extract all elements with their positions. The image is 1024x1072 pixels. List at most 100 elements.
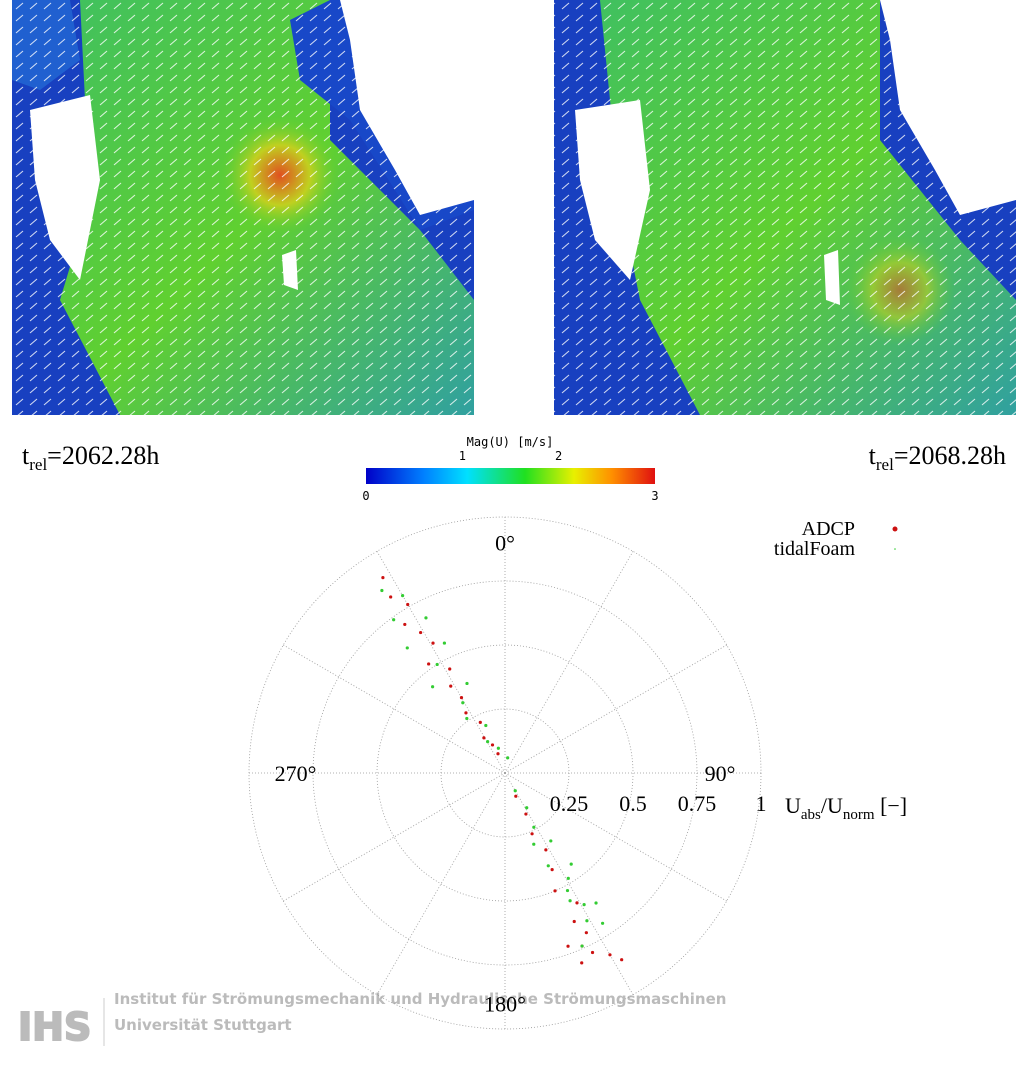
data-point bbox=[448, 667, 452, 671]
data-point bbox=[459, 696, 464, 700]
data-point bbox=[401, 594, 405, 598]
data-point bbox=[406, 602, 410, 607]
data-point bbox=[569, 862, 573, 866]
data-point bbox=[565, 888, 570, 893]
logo-line: Institut für Strömungsmechanik und Hydra… bbox=[114, 990, 726, 1008]
data-point bbox=[524, 812, 528, 816]
grid-spoke bbox=[283, 772, 506, 902]
time-label: trel=2068.28h bbox=[869, 441, 1006, 474]
data-point bbox=[580, 944, 584, 948]
data-point bbox=[405, 646, 409, 650]
legend-marker bbox=[892, 526, 898, 532]
grid-spoke bbox=[376, 772, 506, 995]
data-point bbox=[546, 864, 550, 868]
data-point bbox=[424, 616, 428, 620]
grid-spoke bbox=[376, 551, 506, 774]
data-point bbox=[380, 588, 384, 593]
data-point bbox=[530, 832, 534, 836]
data-point bbox=[525, 806, 529, 810]
data-point bbox=[584, 931, 588, 935]
data-point bbox=[427, 662, 431, 666]
data-point bbox=[549, 839, 553, 843]
logo-mark: IHS bbox=[18, 1005, 91, 1049]
data-point bbox=[575, 901, 579, 905]
legend-label: ADCP bbox=[802, 518, 855, 540]
r-tick-label: 0.5 bbox=[619, 791, 647, 816]
colorbar-tick-label: 1 bbox=[459, 449, 466, 463]
data-point bbox=[482, 736, 486, 740]
colorbar-tick-label: 2 bbox=[555, 449, 562, 463]
data-point bbox=[490, 743, 495, 747]
data-point bbox=[430, 685, 435, 689]
r-axis-label-part: /U bbox=[821, 793, 843, 818]
data-point bbox=[449, 684, 453, 688]
data-point bbox=[431, 641, 435, 645]
logo: IHS Institut für Strömungsmechanik und H… bbox=[17, 990, 726, 1050]
r-tick-label: 0.75 bbox=[678, 791, 717, 816]
flow-field-right bbox=[554, 0, 1016, 415]
data-point bbox=[566, 944, 570, 948]
data-point bbox=[442, 641, 447, 645]
data-point bbox=[513, 789, 517, 793]
colorbar-tick-label: 3 bbox=[651, 489, 658, 503]
data-point bbox=[566, 876, 570, 880]
data-point bbox=[403, 622, 407, 627]
data-point bbox=[580, 961, 584, 965]
data-point bbox=[553, 889, 557, 893]
logo-line: Universität Stuttgart bbox=[114, 1016, 292, 1034]
r-axis-label-part: [−] bbox=[875, 793, 908, 818]
data-point bbox=[568, 899, 572, 903]
data-point bbox=[435, 662, 439, 667]
data-point bbox=[389, 595, 393, 599]
grid-spoke bbox=[283, 644, 506, 774]
r-tick-label: 1 bbox=[756, 791, 767, 816]
data-point bbox=[419, 630, 423, 635]
data-point bbox=[496, 752, 500, 756]
data-point bbox=[478, 720, 482, 724]
data-point bbox=[381, 576, 385, 580]
r-axis-label: Uabs/Unorm [−] bbox=[785, 793, 907, 823]
colorbar-tick-label: 0 bbox=[362, 489, 369, 503]
data-point bbox=[620, 958, 624, 962]
time-label: trel=2062.28h bbox=[22, 441, 159, 474]
r-axis-label-part: norm bbox=[843, 807, 875, 823]
data-point bbox=[506, 756, 510, 760]
legend-marker bbox=[894, 548, 896, 550]
data-point bbox=[582, 903, 586, 907]
data-point bbox=[461, 701, 465, 705]
theta-tick-label: 0° bbox=[495, 531, 515, 556]
data-point bbox=[465, 681, 469, 686]
flow-field-left bbox=[12, 0, 474, 415]
data-point bbox=[496, 746, 500, 750]
theta-tick-label: 90° bbox=[705, 761, 736, 786]
grid-spoke bbox=[504, 551, 634, 774]
r-axis-label-part: abs bbox=[801, 807, 821, 823]
colorbar bbox=[366, 468, 655, 484]
data-point bbox=[600, 921, 605, 925]
data-point bbox=[532, 825, 536, 829]
data-point bbox=[532, 842, 536, 846]
data-point bbox=[585, 919, 589, 923]
data-point bbox=[465, 716, 469, 721]
colorbar-title: Mag(U) [m/s] bbox=[467, 435, 554, 449]
data-point bbox=[550, 868, 554, 872]
data-point bbox=[514, 794, 518, 798]
theta-tick-label: 180° bbox=[484, 991, 526, 1016]
data-point bbox=[608, 953, 612, 957]
grid-circle bbox=[376, 644, 634, 902]
legend-label: tidalFoam bbox=[774, 538, 856, 560]
grid-spoke bbox=[504, 644, 727, 774]
r-axis-label-part: U bbox=[785, 793, 801, 818]
data-point bbox=[572, 919, 576, 924]
grid-spoke bbox=[504, 772, 634, 995]
data-point bbox=[392, 618, 396, 622]
data-point bbox=[486, 740, 490, 744]
data-point bbox=[464, 711, 468, 715]
polar-chart: 0.25 0.5 0.75 1 0° 90° 180° 270° Uabs/Unorm [−] A… bbox=[248, 516, 907, 1030]
grid-spoke bbox=[504, 772, 727, 902]
r-tick-label: 0.25 bbox=[550, 791, 589, 816]
data-point bbox=[594, 901, 598, 905]
data-point bbox=[484, 723, 488, 728]
theta-tick-label: 270° bbox=[275, 761, 317, 786]
